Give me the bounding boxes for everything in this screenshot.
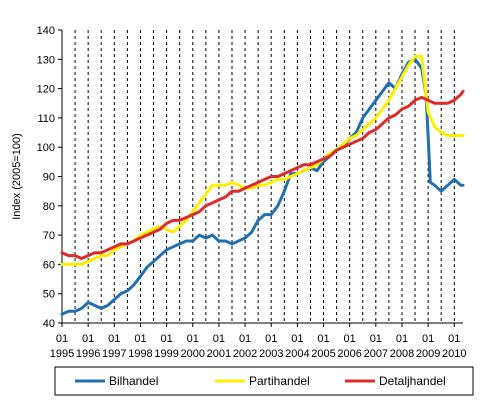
x-tick-label-month: 01 <box>370 333 382 345</box>
legend-label-bilhandel: Bilhandel <box>109 374 158 388</box>
y-tick-label: 70 <box>43 230 55 242</box>
x-tick-label-month: 01 <box>239 333 251 345</box>
x-tick-label-month: 01 <box>108 333 120 345</box>
x-tick-label-year: 2007 <box>364 348 388 360</box>
x-tick-label-year: 2002 <box>233 348 257 360</box>
series-line-detaljhandel <box>60 90 465 260</box>
legend: Bilhandel Partihandel Detaljhandel <box>54 366 474 396</box>
x-tick-label-month: 01 <box>265 333 277 345</box>
y-axis: 40 50 60 70 80 90 100 110 120 130 140 <box>37 25 62 330</box>
y-tick-label: 60 <box>43 259 55 271</box>
x-axis: 01 1995 01 1996 01 1997 01 1998 01 1999 01 2000 01 20… <box>50 323 467 360</box>
legend-label-partihandel: Partihandel <box>249 374 310 388</box>
x-tick-label-month: 01 <box>213 333 225 345</box>
y-tick-label: 140 <box>37 25 55 37</box>
y-tick-label: 80 <box>43 201 55 213</box>
legend-box <box>54 366 474 396</box>
y-tick-label: 90 <box>43 172 55 184</box>
x-tick-label-year: 1998 <box>128 348 152 360</box>
series-lines <box>60 54 465 316</box>
x-tick-label-year: 1997 <box>102 348 126 360</box>
x-tick-label-year: 1995 <box>50 348 74 360</box>
x-tick-label-year: 2009 <box>416 348 440 360</box>
x-tick-label-month: 01 <box>291 333 303 345</box>
x-tick-label-month: 01 <box>396 333 408 345</box>
y-axis-title: Index (2005=100) <box>11 133 23 220</box>
y-tick-label: 130 <box>37 54 55 66</box>
legend-label-detaljhandel: Detaljhandel <box>379 374 446 388</box>
series-line-partihandel <box>60 54 465 266</box>
y-tick-label: 120 <box>37 84 55 96</box>
x-tick-label-month: 01 <box>82 333 94 345</box>
y-tick-label: 100 <box>37 142 55 154</box>
x-tick-label-month: 01 <box>317 333 329 345</box>
x-tick-label-year: 2010 <box>442 348 466 360</box>
vertical-gridlines <box>74 30 455 323</box>
y-tick-label: 50 <box>43 289 55 301</box>
x-tick-label-year: 1996 <box>76 348 100 360</box>
x-tick-label-month: 01 <box>187 333 199 345</box>
x-tick-label-month: 01 <box>344 333 356 345</box>
x-tick-label-year: 1999 <box>154 348 178 360</box>
x-tick-label-year: 2001 <box>207 348 231 360</box>
x-tick-label-month: 01 <box>56 333 68 345</box>
x-tick-label-year: 2008 <box>390 348 414 360</box>
y-tick-label: 40 <box>43 318 55 330</box>
x-tick-label-year: 2003 <box>259 348 283 360</box>
x-tick-label-year: 2005 <box>311 348 335 360</box>
x-tick-label-year: 2000 <box>181 348 205 360</box>
x-tick-label-year: 2004 <box>285 348 309 360</box>
x-tick-label-month: 01 <box>448 333 460 345</box>
x-tick-label-month: 01 <box>422 333 434 345</box>
plot-frame <box>61 30 463 324</box>
y-tick-label: 110 <box>37 113 55 125</box>
x-tick-label-month: 01 <box>160 333 172 345</box>
x-tick-label-month: 01 <box>134 333 146 345</box>
x-tick-label-year: 2006 <box>337 348 361 360</box>
